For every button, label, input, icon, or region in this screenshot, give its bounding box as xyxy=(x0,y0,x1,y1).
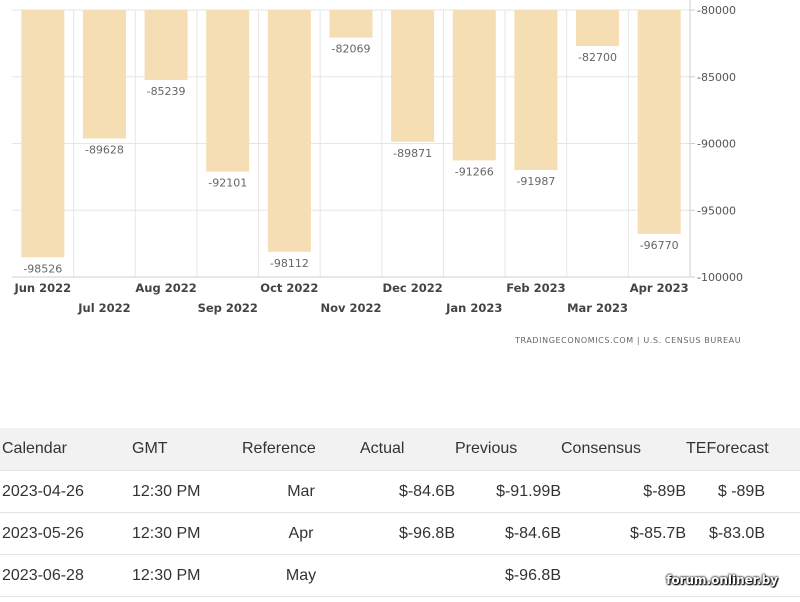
header-previous: Previous xyxy=(455,428,561,471)
bar xyxy=(267,10,311,252)
bar xyxy=(329,10,373,38)
bar xyxy=(206,10,250,172)
cell-consensus: $-89B xyxy=(561,470,686,513)
data-label: -98526 xyxy=(23,262,62,275)
bar xyxy=(576,10,620,47)
data-label: -82069 xyxy=(332,43,371,56)
cell-calendar: 2023-04-26 xyxy=(0,470,132,513)
header-actual: Actual xyxy=(360,428,455,471)
bar xyxy=(452,10,496,161)
x-tick-label: Sep 2022 xyxy=(198,301,258,315)
x-tick-label: Feb 2023 xyxy=(506,281,565,295)
cell-gmt: 12:30 PM xyxy=(132,554,242,597)
bar xyxy=(514,10,558,171)
cell-actual: $-96.8B xyxy=(360,512,455,555)
bar xyxy=(637,10,681,234)
cell-consensus: $-85.7B xyxy=(561,512,686,555)
y-tick-label: -80000 xyxy=(697,4,736,17)
table-header-row: Calendar GMT Reference Actual Previous C… xyxy=(0,428,800,471)
x-tick-label: Nov 2022 xyxy=(320,301,381,315)
x-tick-label: Jul 2022 xyxy=(77,301,130,315)
data-label: -91266 xyxy=(455,165,494,178)
cell-gmt: 12:30 PM xyxy=(132,470,242,513)
header-reference: Reference xyxy=(242,428,360,471)
calendar-table: Calendar GMT Reference Actual Previous C… xyxy=(0,428,800,597)
x-tick-label: Apr 2023 xyxy=(630,281,689,295)
cell-actual: $-84.6B xyxy=(360,470,455,513)
x-tick-label: Oct 2022 xyxy=(260,281,318,295)
calendar-table-container: Calendar GMT Reference Actual Previous C… xyxy=(0,428,800,597)
trade-balance-chart: -98526 -89628 -85239 -92101 -98112 -82069 -898… xyxy=(12,0,743,315)
cell-previous: $-96.8B xyxy=(455,554,561,597)
bar xyxy=(21,10,65,258)
y-tick-label: -90000 xyxy=(697,138,736,151)
chart-source: TRADINGECONOMICS.COM | U.S. CENSUS BUREA… xyxy=(515,336,742,345)
header-teforecast: TEForecast xyxy=(686,428,800,471)
header-calendar: Calendar xyxy=(0,428,132,471)
table-row: 2023-06-28 12:30 PM May $-96.8B xyxy=(0,554,800,597)
data-label: -82700 xyxy=(578,51,617,64)
cell-reference: Mar xyxy=(242,470,360,513)
cell-gmt: 12:30 PM xyxy=(132,512,242,555)
y-tick-label: -85000 xyxy=(697,71,736,84)
cell-previous: $-84.6B xyxy=(455,512,561,555)
cell-reference: May xyxy=(242,554,360,597)
cell-actual xyxy=(360,554,455,597)
x-tick-label: Jun 2022 xyxy=(13,281,71,295)
bar xyxy=(144,10,188,80)
bar xyxy=(82,10,126,139)
header-consensus: Consensus xyxy=(561,428,686,471)
cell-calendar: 2023-06-28 xyxy=(0,554,132,597)
cell-teforecast xyxy=(686,554,800,597)
watermark: forum.onliner.by xyxy=(666,573,778,587)
cell-teforecast: $ -89B xyxy=(686,470,800,513)
bar xyxy=(391,10,435,142)
cell-calendar: 2023-05-26 xyxy=(0,512,132,555)
data-label: -98112 xyxy=(270,257,309,270)
data-label: -85239 xyxy=(147,85,186,98)
table-row: 2023-04-26 12:30 PM Mar $-84.6B $-91.99B… xyxy=(0,470,800,513)
x-tick-label: Aug 2022 xyxy=(135,281,196,295)
cell-consensus xyxy=(561,554,686,597)
data-label: -96770 xyxy=(640,239,679,252)
x-tick-label: Mar 2023 xyxy=(567,301,628,315)
data-label: -89628 xyxy=(85,144,124,157)
x-tick-label: Dec 2022 xyxy=(383,281,443,295)
header-gmt: GMT xyxy=(132,428,242,471)
cell-previous: $-91.99B xyxy=(455,470,561,513)
data-label: -92101 xyxy=(208,177,247,190)
cell-teforecast: $-83.0B xyxy=(686,512,800,555)
data-label: -89871 xyxy=(393,147,432,160)
x-tick-label: Jan 2023 xyxy=(445,301,502,315)
y-tick-label: -100000 xyxy=(697,271,743,284)
cell-reference: Apr xyxy=(242,512,360,555)
data-label: -91987 xyxy=(516,175,555,188)
table-row: 2023-05-26 12:30 PM Apr $-96.8B $-84.6B … xyxy=(0,512,800,555)
y-tick-label: -95000 xyxy=(697,204,736,217)
